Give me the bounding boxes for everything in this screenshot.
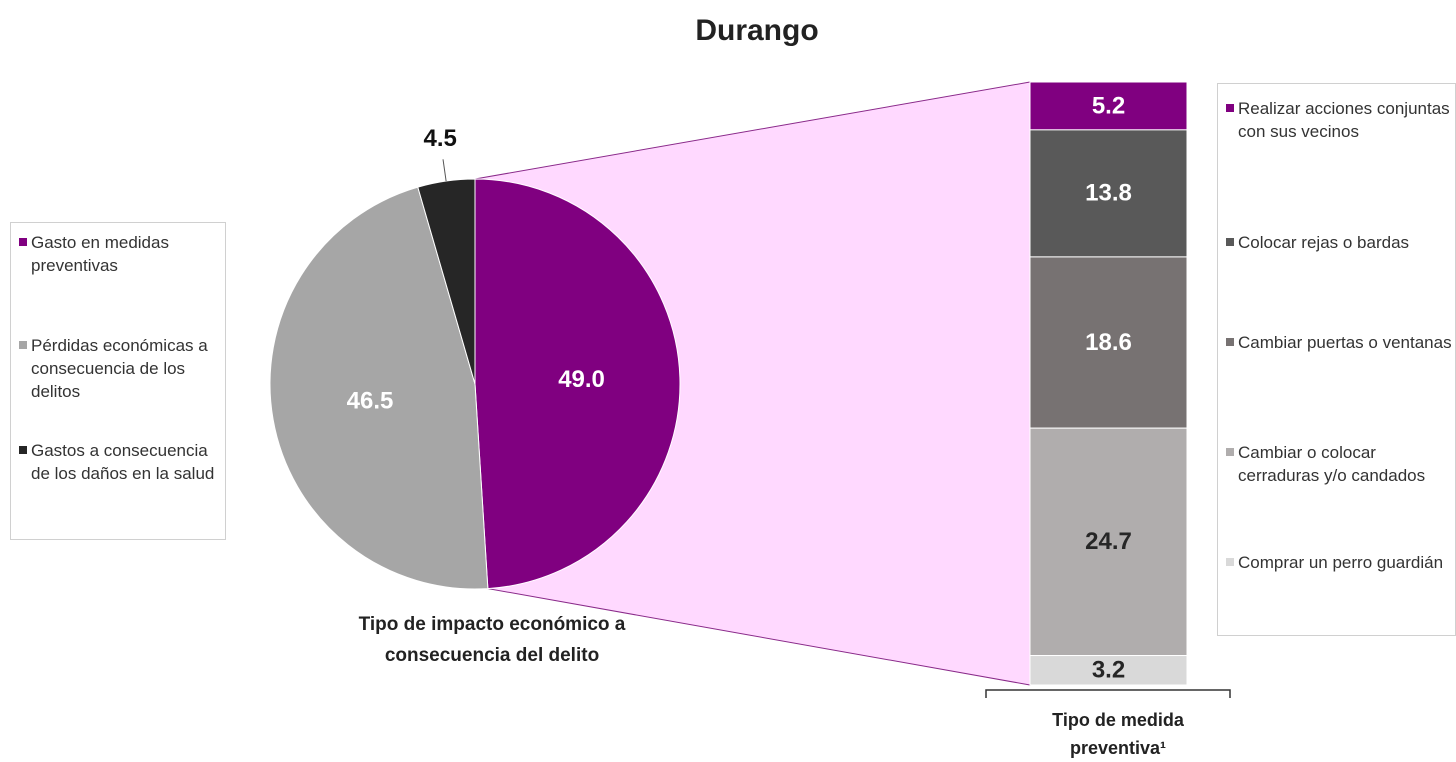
data-label: 4.5 — [424, 125, 457, 152]
legend-entry: Cambiar puertas o ventanas — [1226, 331, 1456, 354]
pie-caption: Tipo de impacto económico a consecuencia… — [358, 614, 626, 666]
bar-segment — [1029, 427, 1188, 657]
legend-swatch — [19, 238, 27, 246]
legend-swatch — [19, 446, 27, 454]
pie-slice — [474, 178, 681, 590]
data-label: 5.2 — [1092, 92, 1125, 119]
data-label: 24.7 — [1085, 528, 1132, 555]
legend-entry: Realizar acciones conjuntas con sus veci… — [1226, 97, 1456, 143]
legend-label: Gasto en medidas preventivas — [31, 233, 169, 275]
legend-swatch — [1226, 238, 1234, 246]
chart-title: Durango — [695, 14, 818, 47]
data-label: 18.6 — [1085, 329, 1132, 356]
pie-legend: Gasto en medidas preventivas Pérdidas eco… — [10, 222, 226, 540]
legend-entry: Pérdidas económicas a consecuencia de lo… — [19, 334, 221, 403]
legend-entry: Cambiar o colocar cerraduras y/o candado… — [1226, 441, 1456, 487]
legend-entry: Gastos a consecuencia de los daños en la… — [19, 439, 221, 485]
legend-label: Pérdidas económicas a consecuencia de lo… — [31, 336, 208, 401]
legend-label: Realizar acciones conjuntas con sus veci… — [1238, 99, 1450, 141]
bar-legend: Realizar acciones conjuntas con sus veci… — [1217, 83, 1456, 636]
bar-caption: Tipo de medida preventiva¹ — [1052, 710, 1184, 758]
leader-line — [442, 159, 447, 182]
bracket — [985, 689, 1231, 698]
bar-segment — [1029, 256, 1188, 429]
data-label: 3.2 — [1092, 657, 1125, 684]
bar-segment — [1029, 655, 1188, 686]
legend-label: Gastos a consecuencia de los daños en la… — [31, 441, 215, 483]
legend-entry: Comprar un perro guardián — [1226, 551, 1456, 574]
pie-slice — [417, 178, 476, 385]
legend-swatch — [1226, 104, 1234, 112]
legend-swatch — [1226, 558, 1234, 566]
legend-label: Colocar rejas o bardas — [1238, 233, 1410, 252]
legend-entry: Gasto en medidas preventivas — [19, 231, 221, 277]
legend-label: Cambiar puertas o ventanas — [1238, 333, 1452, 352]
legend-entry: Colocar rejas o bardas — [1226, 231, 1456, 254]
data-label: 46.5 — [347, 388, 394, 415]
data-label: 13.8 — [1085, 180, 1132, 207]
data-label: 49.0 — [558, 366, 605, 393]
legend-swatch — [1226, 338, 1234, 346]
legend-swatch — [1226, 448, 1234, 456]
pie-slice — [269, 186, 489, 590]
legend-label: Cambiar o colocar cerraduras y/o candado… — [1238, 443, 1426, 485]
legend-label: Comprar un perro guardián — [1238, 553, 1444, 572]
legend-swatch — [19, 341, 27, 349]
bar-segment — [1029, 81, 1188, 131]
bar-segment — [1029, 129, 1188, 258]
